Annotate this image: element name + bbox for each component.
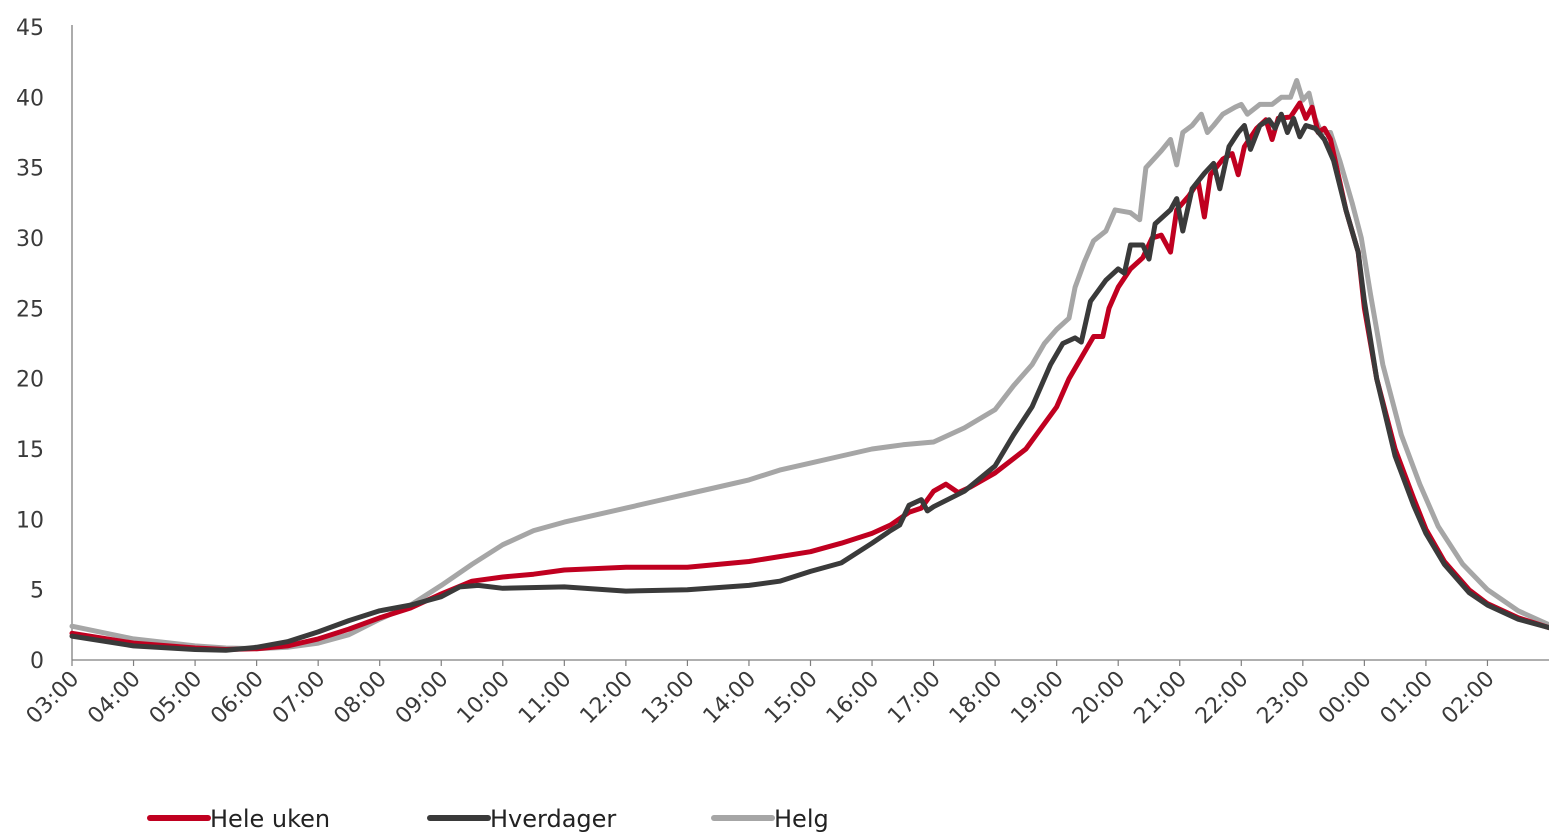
y-tick-label: 20: [16, 368, 44, 393]
x-tick-label: 02:00: [1437, 667, 1500, 730]
series-line-hele-uken: [69, 100, 1549, 652]
series-lines: [69, 78, 1549, 653]
x-tick-label: 08:00: [329, 667, 392, 730]
x-tick-label: 18:00: [945, 667, 1008, 730]
x-tick-label: 15:00: [760, 667, 823, 730]
series-line-hverdager: [69, 111, 1549, 653]
y-tick-label: 10: [16, 508, 44, 533]
x-tick-label: 17:00: [883, 667, 946, 730]
x-tick-label: 00:00: [1314, 667, 1377, 730]
y-tick-label: 30: [16, 227, 44, 252]
x-tick-label: 14:00: [699, 667, 762, 730]
x-tick-label: 16:00: [822, 667, 885, 730]
legend-item: Hverdager: [427, 805, 616, 833]
x-tick-label: 20:00: [1068, 667, 1131, 730]
x-tick-label: 11:00: [514, 667, 577, 730]
x-tick-label: 03:00: [22, 667, 85, 730]
y-tick-label: 45: [16, 16, 44, 41]
x-tick-label: 01:00: [1376, 667, 1439, 730]
x-tick-label: 04:00: [83, 667, 146, 730]
x-tick-label: 10:00: [453, 667, 516, 730]
x-tick-label: 06:00: [206, 667, 269, 730]
x-tick-label: 13:00: [637, 667, 700, 730]
y-tick-label: 40: [16, 86, 44, 111]
x-axis: 03:00 04:00 05:00 06:00 07:00 08:00 09:00 10:00…: [22, 659, 1549, 730]
legend-label: Hverdager: [490, 805, 616, 833]
y-tick-label: 15: [16, 438, 44, 463]
y-tick-label: 0: [30, 649, 44, 674]
y-tick-label: 25: [16, 297, 44, 322]
x-tick-label: 21:00: [1129, 667, 1192, 730]
x-tick-label: 19:00: [1006, 667, 1069, 730]
x-tick-label: 05:00: [145, 667, 208, 730]
y-axis: 0 5 10 15 20 25 30 35 40 45: [16, 16, 73, 674]
x-tick-label: 12:00: [576, 667, 639, 730]
legend-label: Helg: [774, 805, 829, 833]
legend-item: Helg: [711, 805, 829, 833]
x-tick-label: 09:00: [391, 667, 454, 730]
legend-item: Hele uken: [147, 805, 330, 833]
x-tick-label: 23:00: [1253, 667, 1316, 730]
y-tick-label: 35: [16, 157, 44, 182]
series-line-helg: [69, 78, 1549, 652]
y-tick-label: 5: [30, 579, 44, 604]
x-tick-label: 22:00: [1191, 667, 1254, 730]
legend: Hele uken Hverdager Helg: [147, 805, 829, 833]
legend-label: Hele uken: [210, 805, 330, 833]
x-tick-label: 07:00: [268, 667, 331, 730]
